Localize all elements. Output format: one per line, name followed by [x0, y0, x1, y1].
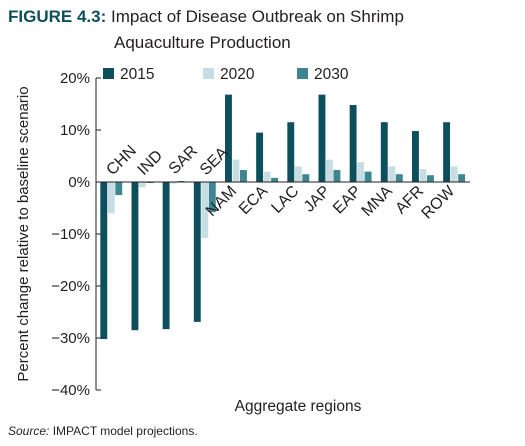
x-tick-label: NAM [203, 183, 240, 220]
bar-chn-2020 [107, 182, 115, 214]
x-tick-label: CHN [103, 142, 140, 179]
bar-mna-2015 [380, 122, 388, 182]
bar-sar-2015 [162, 182, 170, 330]
bar-sar-2030 [177, 180, 185, 182]
figure-label: FIGURE 4.3: [8, 7, 107, 26]
y-axis-label: Percent change relative to baseline scen… [15, 86, 32, 381]
x-tick-label: ROW [419, 182, 459, 222]
bar-eap-2030 [364, 171, 372, 182]
y-tick-label: −30% [51, 330, 90, 347]
y-tick-label: 20% [60, 70, 90, 87]
x-tick-label: MNA [359, 183, 396, 220]
legend-swatch-2020 [203, 68, 214, 79]
bar-afr-2020 [419, 169, 427, 182]
bar-lac-2020 [294, 166, 302, 182]
y-tick-label: −40% [51, 382, 90, 399]
source-text: IMPACT model projections. [52, 424, 198, 438]
bar-jap-2020 [326, 159, 333, 182]
legend: 2015 2020 2030 [103, 66, 349, 83]
bar-eca-2015 [256, 132, 264, 182]
x-tick-label: JAP [301, 183, 334, 216]
x-tick-label: SAR [166, 142, 201, 177]
bar-lac-2030 [302, 174, 310, 182]
bar-sea-2015 [193, 182, 201, 322]
bar-row-2015 [443, 122, 451, 182]
bar-lac-2015 [287, 122, 295, 182]
bar-eca-2020 [263, 171, 271, 182]
bar-mna-2020 [388, 166, 396, 182]
y-axis: 20% 10% 0% −10% −20% −30% −40% [51, 70, 101, 399]
bar-afr-2015 [412, 131, 419, 182]
y-tick-label: 0% [68, 174, 90, 191]
source-note: Source: IMPACT model projections. [8, 424, 198, 438]
bar-nam-2030 [240, 170, 247, 182]
bar-mna-2030 [395, 174, 403, 182]
bar-ind-2020 [139, 182, 146, 188]
figure-title-line2: Aquaculture Production [114, 33, 291, 52]
x-tick-label: ECA [236, 183, 272, 219]
y-tick-label: 10% [60, 122, 90, 139]
bar-eap-2015 [349, 105, 357, 182]
bar-nam-2015 [225, 94, 232, 182]
bar-row-2020 [450, 166, 458, 182]
y-tick-label: −20% [51, 278, 90, 295]
legend-swatch-2015 [103, 68, 114, 79]
bar-jap-2030 [333, 170, 341, 182]
legend-label-2020: 2020 [220, 66, 255, 83]
x-axis-label: Aggregate regions [235, 398, 362, 415]
bar-afr-2030 [427, 175, 434, 182]
legend-swatch-2030 [297, 68, 308, 79]
bar-eap-2020 [357, 162, 365, 182]
bar-nam-2020 [232, 159, 240, 182]
bar-eca-2030 [271, 177, 279, 182]
bar-chn-2030 [115, 182, 123, 195]
bar-jap-2015 [318, 94, 326, 182]
bar-sar-2020 [170, 182, 178, 184]
source-label: Source: [8, 424, 50, 438]
legend-label-2030: 2030 [314, 66, 349, 83]
bars [100, 94, 466, 340]
figure-title-line1: Impact of Disease Outbreak on Shrimp [110, 7, 404, 26]
y-tick-label: −10% [51, 226, 90, 243]
bar-ind-2030 [146, 182, 154, 184]
x-tick-label: EAP [330, 183, 365, 218]
legend-label-2015: 2015 [120, 66, 154, 83]
x-tick-label: IND [135, 147, 167, 179]
bar-ind-2015 [131, 182, 139, 331]
bar-row-2030 [458, 174, 466, 182]
bar-sea-2030 [208, 182, 216, 213]
bar-sea-2020 [201, 182, 209, 239]
bar-chn-2015 [100, 182, 108, 340]
figure-title: FIGURE 4.3: Impact of Disease Outbreak o… [8, 4, 508, 56]
x-tick-label: LAC [268, 183, 302, 217]
